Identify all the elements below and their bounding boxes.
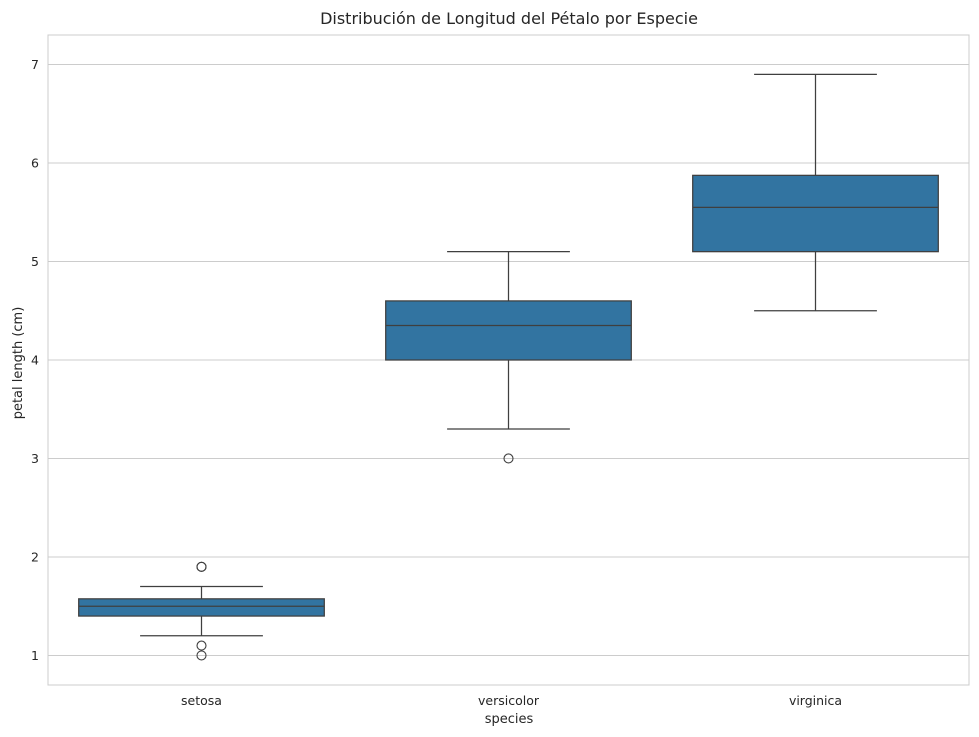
outlier-point bbox=[196, 561, 207, 572]
y-tick-label: 6 bbox=[31, 156, 39, 171]
y-tick-label: 7 bbox=[31, 57, 39, 72]
outlier-point bbox=[196, 650, 207, 661]
y-tick-label: 1 bbox=[31, 648, 39, 663]
box-versicolor bbox=[385, 300, 632, 361]
y-tick-label: 4 bbox=[31, 353, 39, 368]
x-tick-label: versicolor bbox=[478, 693, 540, 708]
outlier-point bbox=[196, 640, 207, 651]
y-tick-label: 5 bbox=[31, 254, 39, 269]
x-tick-label: virginica bbox=[789, 693, 842, 708]
box-virginica bbox=[692, 174, 939, 253]
y-tick-label: 3 bbox=[31, 451, 39, 466]
box-setosa bbox=[78, 598, 325, 617]
outlier-point bbox=[503, 453, 514, 464]
plot-frame bbox=[47, 34, 970, 686]
plot-area: 1 2 3 4 5 6 7 setosa versicolor virginica bbox=[31, 34, 970, 708]
chart-title: Distribución de Longitud del Pétalo por … bbox=[320, 9, 698, 28]
y-axis-label: petal length (cm) bbox=[11, 307, 26, 420]
x-axis-label: species bbox=[485, 712, 534, 727]
y-tick-label: 2 bbox=[31, 549, 39, 564]
x-tick-label: setosa bbox=[181, 693, 222, 708]
